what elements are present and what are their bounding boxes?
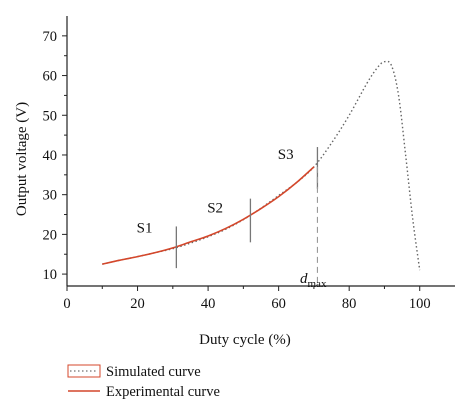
dmax-label-subscript: max	[308, 278, 327, 290]
y-tick-label-40: 40	[43, 148, 58, 164]
x-tick-label-20: 20	[130, 296, 145, 312]
y-tick-label-30: 30	[43, 188, 58, 204]
x-tick-label-80: 80	[342, 296, 357, 312]
y-axis-title: Output voltage (V)	[14, 102, 30, 216]
plot-area	[102, 60, 421, 271]
segment-label-S1: S1	[137, 220, 153, 236]
series-1-line	[102, 166, 315, 265]
y-tick-label-50: 50	[43, 108, 58, 124]
x-tick-label-100: 100	[409, 296, 431, 312]
series-0-line	[102, 60, 421, 271]
y-tick-label-60: 60	[43, 69, 58, 85]
legend-simulated-label: Simulated curve	[106, 364, 201, 380]
axes: 0 20 40 60 80 100 10 20 30 40 50 60 70	[43, 16, 455, 312]
x-tick-label-40: 40	[201, 296, 216, 312]
dmax-label-main: d	[300, 271, 308, 287]
y-tick-label-10: 10	[43, 267, 58, 283]
x-tick-label-60: 60	[271, 296, 286, 312]
segment-markers: S1 S2 S3	[137, 147, 319, 286]
segment-label-S2: S2	[207, 201, 223, 217]
legend: Simulated curve Experimental curve	[67, 364, 220, 400]
y-tick-label-70: 70	[43, 29, 58, 45]
dmax-label: dmax	[300, 271, 327, 290]
x-axis-title: Duty cycle (%)	[199, 332, 291, 348]
legend-simulated-swatch	[67, 364, 101, 378]
y-tick-label-20: 20	[43, 227, 58, 243]
legend-experimental-label: Experimental curve	[106, 384, 220, 400]
segment-label-S3: S3	[278, 147, 294, 163]
x-tick-label-0: 0	[63, 296, 70, 312]
